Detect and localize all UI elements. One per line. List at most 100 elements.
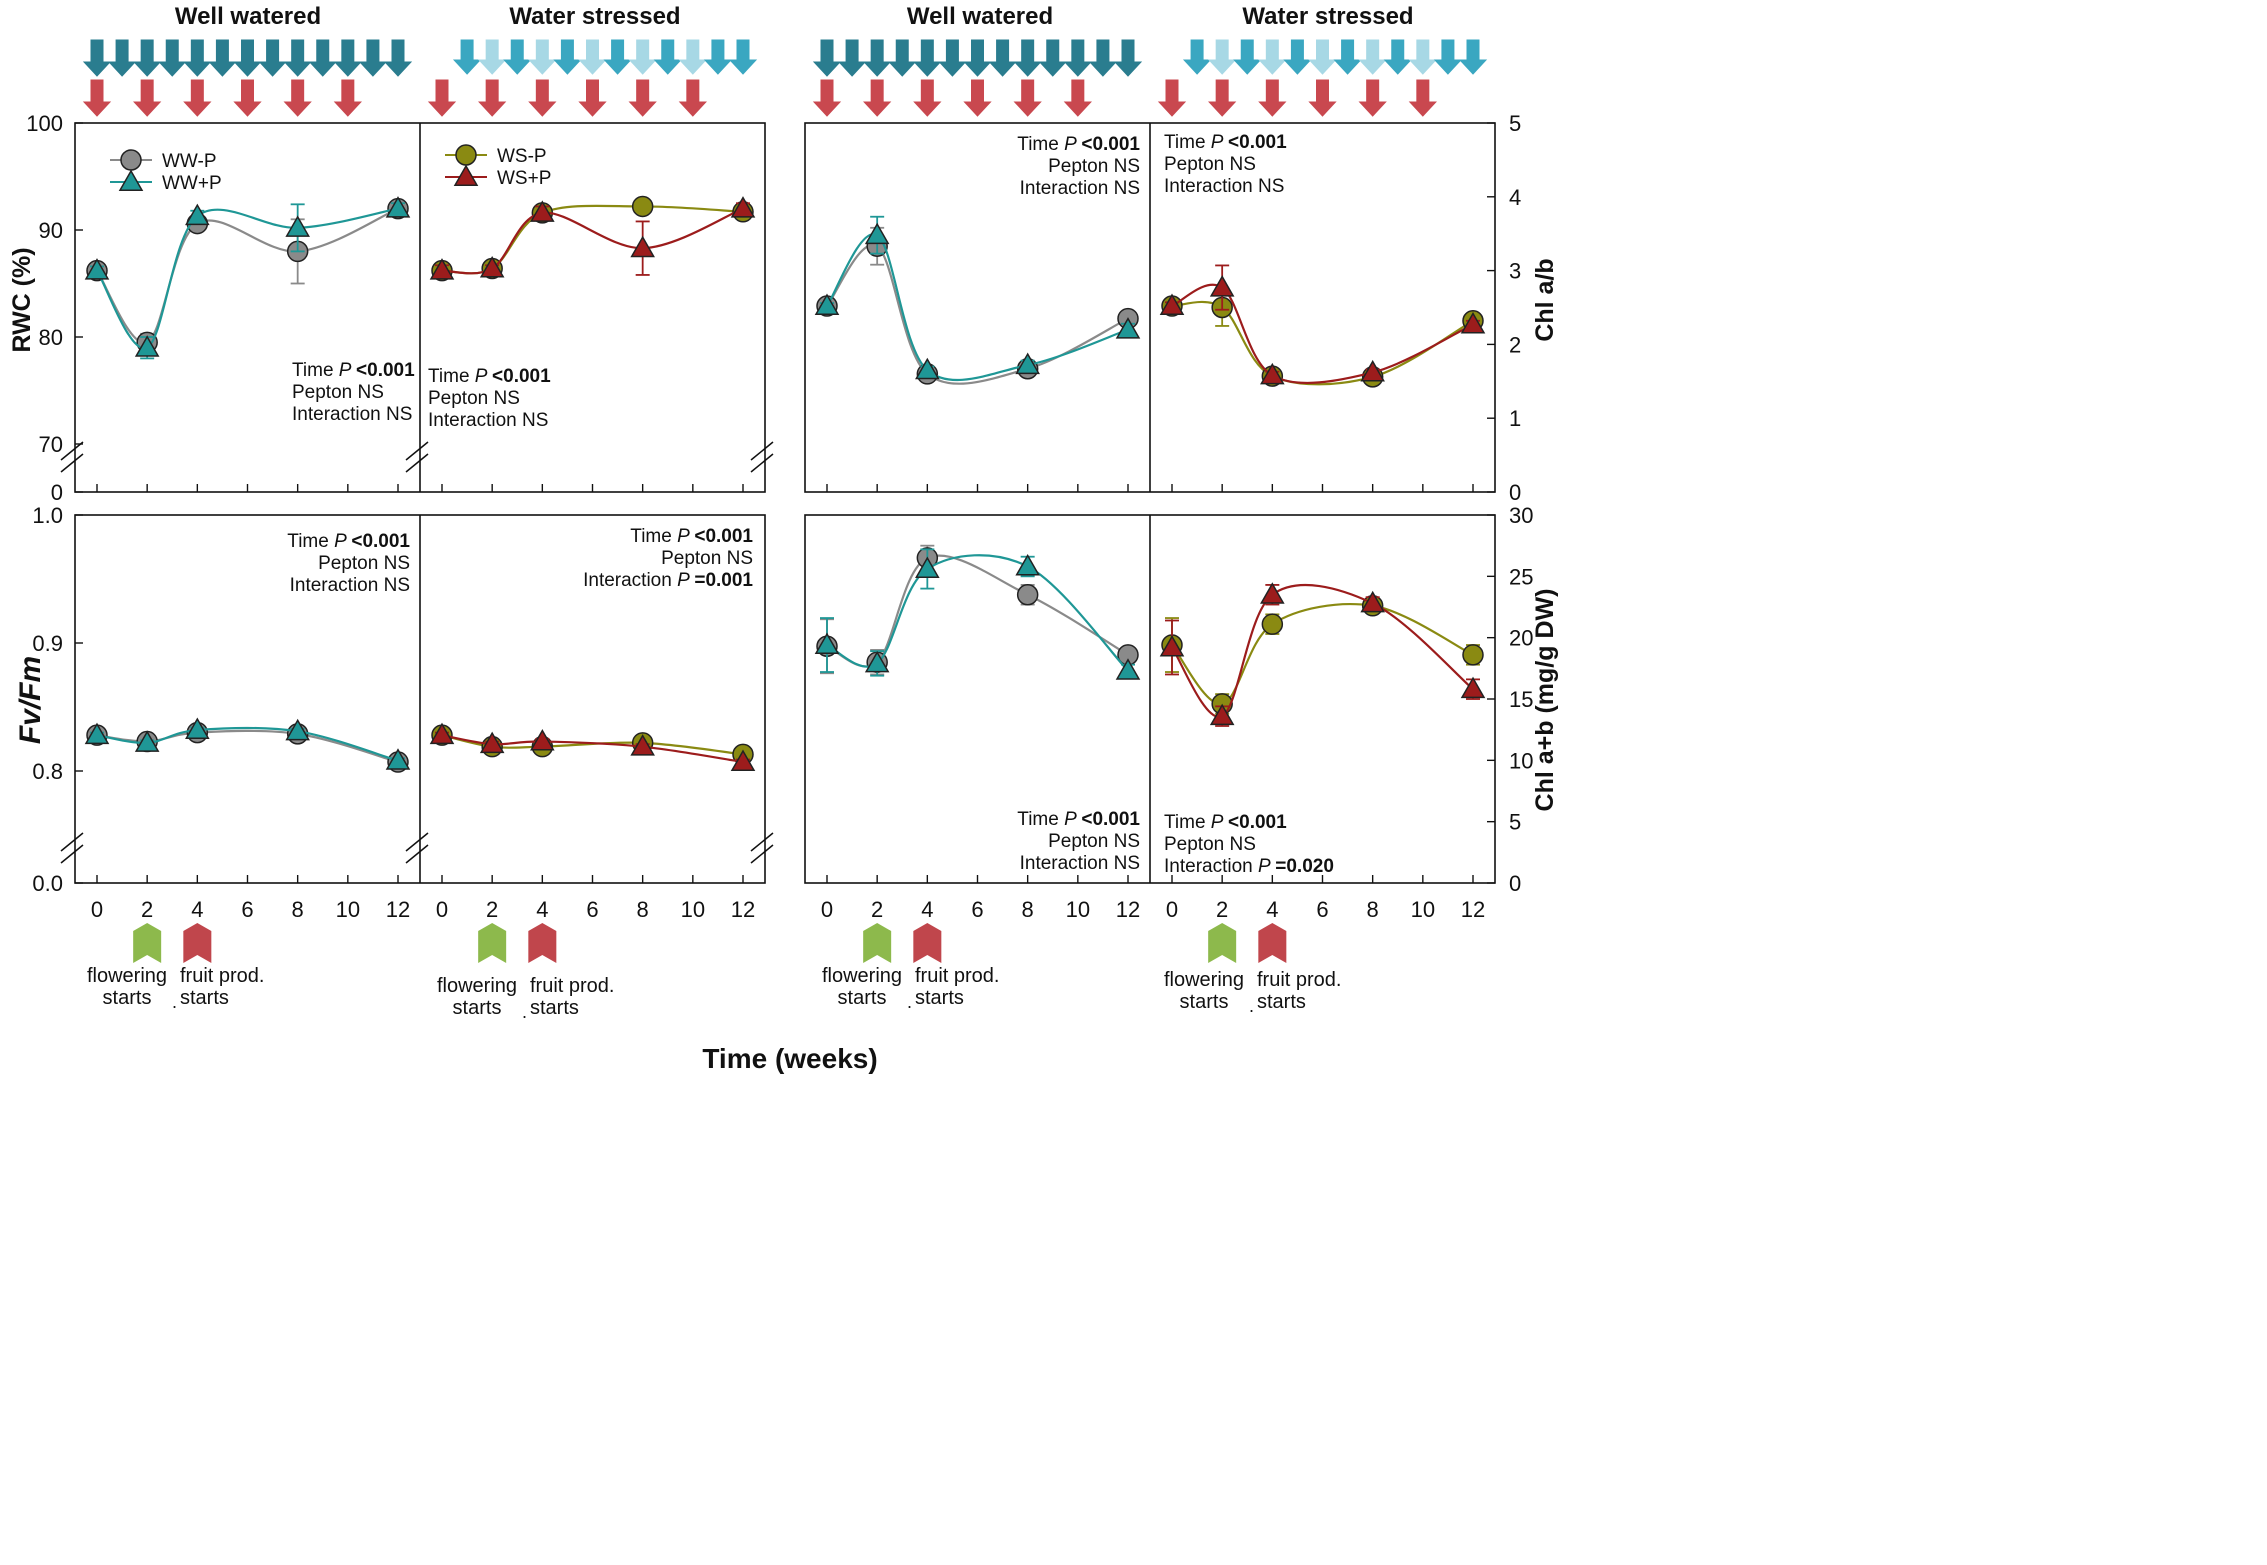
y-tick-label: 0 [1509, 480, 1521, 505]
series-line-WS-P [1171, 603, 1474, 706]
reduced-irrigation-arrow-icon [603, 39, 632, 75]
reduced-irrigation-arrow-icon [1182, 39, 1212, 75]
stats-line: Time P <0.001 [428, 366, 551, 387]
data-point-WW+P [915, 556, 940, 578]
data-point-WS+P [1260, 582, 1285, 604]
y-tick-label: 5 [1509, 810, 1521, 835]
data-point-WS+P [730, 196, 756, 218]
irrigation-arrow-icon [963, 39, 992, 77]
y-tick-label: 5 [1509, 111, 1521, 136]
x-tick-label: 6 [971, 897, 983, 922]
reduced-irrigation-arrow-icon [578, 39, 607, 75]
data-point-WW+P [814, 293, 840, 316]
x-tick-label: 12 [1461, 897, 1485, 922]
peptone-arrow-icon [478, 79, 507, 117]
fruit-chevron-icon [913, 923, 942, 963]
event-label: flowering [1164, 969, 1244, 991]
y-tick-label: 70 [39, 432, 63, 457]
peptone-arrow-icon [1308, 79, 1337, 117]
reduced-irrigation-arrow-icon [1208, 39, 1237, 75]
stats-line: Interaction NS [1020, 853, 1140, 874]
reduced-irrigation-arrow-icon [503, 39, 532, 75]
peptone-arrow-icon [1208, 79, 1237, 117]
event-label: starts [453, 997, 502, 1019]
series-line-WW+P [826, 233, 1129, 382]
data-point-WW+P [864, 222, 890, 245]
x-tick-label: 0 [436, 897, 448, 922]
data-point-WW+P [285, 215, 310, 237]
irrigation-arrow-icon [837, 39, 867, 77]
peptone-arrow-icon [913, 79, 942, 117]
x-tick-label: 4 [921, 897, 933, 922]
data-point-WS-P [1462, 644, 1484, 666]
y-tick-label: 15 [1509, 687, 1533, 712]
stats-line: Pepton NS [292, 382, 384, 403]
y-tick-label: 90 [39, 218, 63, 243]
data-point-WW+P [1015, 352, 1040, 375]
peptone-arrow-icon [528, 79, 557, 117]
stats-line: Time P <0.001 [630, 526, 753, 547]
event-label: starts [1180, 991, 1229, 1013]
reduced-irrigation-arrow-icon [678, 39, 707, 75]
x-tick-label: 2 [1216, 897, 1228, 922]
y-tick-label: 25 [1509, 564, 1533, 589]
y-axis-title: Fv/Fm [14, 656, 47, 744]
irrigation-arrow-icon [333, 39, 362, 77]
chart-rwc: 7080901000024681012024681012RWC (%)WW-PW… [8, 111, 774, 505]
peptone-arrow-icon [233, 79, 262, 117]
peptone-arrow-icon [1258, 79, 1287, 117]
series-line-WW+P [96, 207, 399, 350]
reduced-irrigation-arrow-icon [1283, 39, 1312, 75]
stats-line: Pepton NS [1048, 156, 1140, 177]
reduced-irrigation-arrow-icon [553, 39, 582, 75]
stats-line: Time P <0.001 [287, 531, 410, 552]
irrigation-arrow-icon [308, 39, 337, 77]
data-point-WW+P [84, 258, 110, 280]
legend-label-WW+P: WW+P [162, 173, 222, 194]
data-point-WW+P [185, 203, 210, 226]
stats-line: Interaction P =0.001 [583, 570, 753, 591]
irrigation-arrow-icon [888, 39, 917, 77]
peptone-arrow-icon [133, 79, 162, 117]
irrigation-arrow-icon [988, 39, 1017, 77]
y-tick-label: 1.0 [32, 503, 63, 528]
reduced-irrigation-arrow-icon [1358, 39, 1387, 75]
axis-break [750, 453, 774, 473]
x-tick-label: 10 [1411, 897, 1435, 922]
data-point-WS+P [429, 722, 455, 745]
legend-label-WW-P: WW-P [162, 151, 217, 172]
reduced-irrigation-arrow-icon [628, 39, 657, 75]
reduced-irrigation-arrow-icon [1333, 39, 1362, 75]
data-point-WS+P [1360, 359, 1385, 382]
event-label: starts [915, 987, 964, 1009]
x-tick-label: 4 [1266, 897, 1278, 922]
data-point-WW+P [1115, 658, 1141, 680]
event-label: fruit prod. [1257, 969, 1341, 991]
x-tick-label: 2 [141, 897, 153, 922]
y-tick-label: 100 [26, 111, 63, 136]
stats-line: Pepton NS [1164, 154, 1256, 175]
irrigation-arrow-icon [1113, 39, 1143, 77]
peptone-arrow-icon [963, 79, 992, 117]
irrigation-arrow-icon [82, 39, 112, 77]
reduced-irrigation-arrow-icon [1408, 39, 1437, 75]
reduced-irrigation-arrow-icon [1458, 39, 1488, 75]
reduced-irrigation-arrow-icon [452, 39, 482, 75]
legend-marker-WS-P [455, 144, 477, 166]
y-tick-label: 4 [1509, 185, 1521, 210]
data-point-WW+P [1015, 554, 1040, 576]
chart-chl_total: 0 5 10 15 20 25 30 0 2 4 6 8 10 12 0 2 4 6 8 10 12 Chl a+b (m… [804, 503, 1559, 922]
reduced-irrigation-arrow-icon [528, 39, 557, 75]
axis-break [750, 441, 774, 461]
axis-break [405, 844, 429, 864]
event-label: fruit prod. [180, 965, 264, 987]
y-tick-label: 0 [51, 480, 63, 505]
data-point-WS+P [429, 258, 455, 280]
